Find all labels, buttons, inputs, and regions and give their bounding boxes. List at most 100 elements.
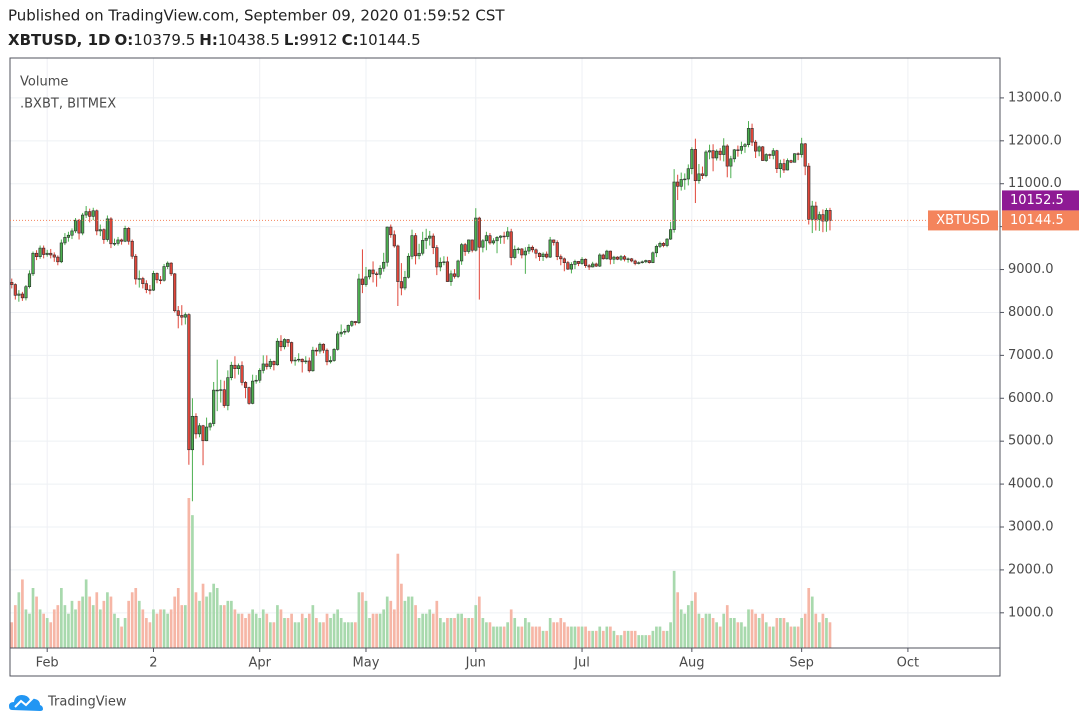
volume-bar (651, 630, 655, 648)
volume-bar (141, 609, 145, 648)
candle-body (661, 243, 666, 246)
candle-body (396, 245, 400, 282)
y-tick-label: 7000.0 (1008, 348, 1054, 363)
volume-bar (279, 609, 283, 648)
candle-body (584, 258, 588, 266)
volume-bar (208, 592, 212, 648)
volume-bar (137, 600, 141, 648)
volume-bar (38, 609, 42, 648)
volume-bar (562, 622, 566, 648)
candle-body (410, 235, 414, 257)
volume-bar (109, 596, 113, 648)
candle-body (357, 278, 361, 324)
volume-bar (775, 618, 779, 648)
volume-bar (106, 592, 109, 648)
candle-body (718, 150, 722, 155)
y-tick-label: 6000.0 (1008, 391, 1054, 406)
volume-bar (580, 626, 584, 648)
candle-body (119, 239, 124, 242)
candle-body (212, 389, 216, 424)
candle-body (828, 210, 832, 221)
candle-body (530, 246, 535, 251)
candle-body (350, 321, 354, 326)
volume-bar (655, 626, 658, 648)
candle-body (757, 146, 761, 152)
candle-body (378, 267, 382, 275)
volume-bar (446, 618, 449, 648)
volume-bar (524, 618, 527, 648)
candle-body (445, 261, 450, 282)
volume-bar (640, 635, 644, 648)
volume-bar (183, 605, 187, 648)
volume-bar (187, 498, 191, 648)
candle-body (208, 423, 212, 428)
candle-body (506, 231, 510, 237)
candle-body (491, 240, 496, 244)
candle-body (137, 278, 141, 280)
volume-bar (215, 588, 219, 648)
volume-bar (499, 626, 502, 648)
candle-body (707, 150, 712, 153)
volume-bar (81, 596, 84, 648)
candle-body (764, 154, 768, 161)
candle-body (460, 244, 464, 262)
volume-bar (718, 626, 722, 648)
volume-bar (45, 618, 49, 648)
volume-bar (162, 609, 166, 648)
candle-body (633, 260, 637, 264)
candle-body (534, 249, 538, 254)
candle-body (715, 150, 719, 159)
candle-body (754, 141, 758, 152)
volume-bar (676, 592, 680, 648)
volume-bar (212, 583, 216, 648)
marker-tag-bg (1002, 190, 1079, 211)
candle-body (690, 149, 694, 170)
volume-bar (779, 618, 782, 648)
candle-body (509, 231, 513, 258)
volume-bar (120, 626, 123, 648)
volume-bar (623, 630, 626, 648)
candle-body (307, 360, 311, 372)
ohlc-value: 10144.5 (359, 31, 421, 49)
volume-bar (587, 630, 591, 648)
volume-bar (548, 618, 552, 648)
candle-body (233, 364, 237, 369)
volume-bar (194, 592, 198, 648)
candle-body (732, 149, 736, 160)
candle-body (545, 253, 549, 258)
volume-bar (559, 618, 563, 648)
candle-body (647, 260, 651, 263)
volume-bar (293, 622, 297, 648)
volume-bar (594, 630, 598, 648)
volume-bar (13, 605, 17, 648)
volume-bar (545, 630, 548, 648)
candle-body (27, 273, 32, 288)
volume-bar (527, 622, 531, 648)
volume-bar (463, 618, 467, 648)
ohlc-label: H: (199, 31, 218, 49)
candle-body (576, 261, 581, 264)
volume-bar (364, 600, 368, 648)
candle-body (197, 425, 202, 435)
volume-bar (637, 635, 641, 648)
volume-bar (315, 618, 318, 648)
x-tick-label: Apr (248, 656, 271, 671)
candle-body (552, 239, 556, 243)
candle-body (495, 237, 499, 242)
candle-body (775, 150, 779, 170)
candle-body (13, 284, 17, 296)
candle-body (304, 360, 308, 363)
candle-body (190, 415, 194, 451)
candle-body (290, 342, 294, 362)
candle-body (442, 261, 446, 263)
volume-bar (155, 613, 159, 648)
volume-bar (307, 613, 311, 648)
candle-body (683, 178, 687, 181)
volume-bar (244, 618, 247, 648)
volume-bar (431, 613, 435, 648)
logo-line (14, 697, 34, 708)
volume-bar (49, 622, 53, 648)
y-tick-label: 12000.0 (1008, 133, 1062, 148)
candle-body (449, 273, 453, 282)
y-tick-label: 5000.0 (1008, 434, 1054, 449)
